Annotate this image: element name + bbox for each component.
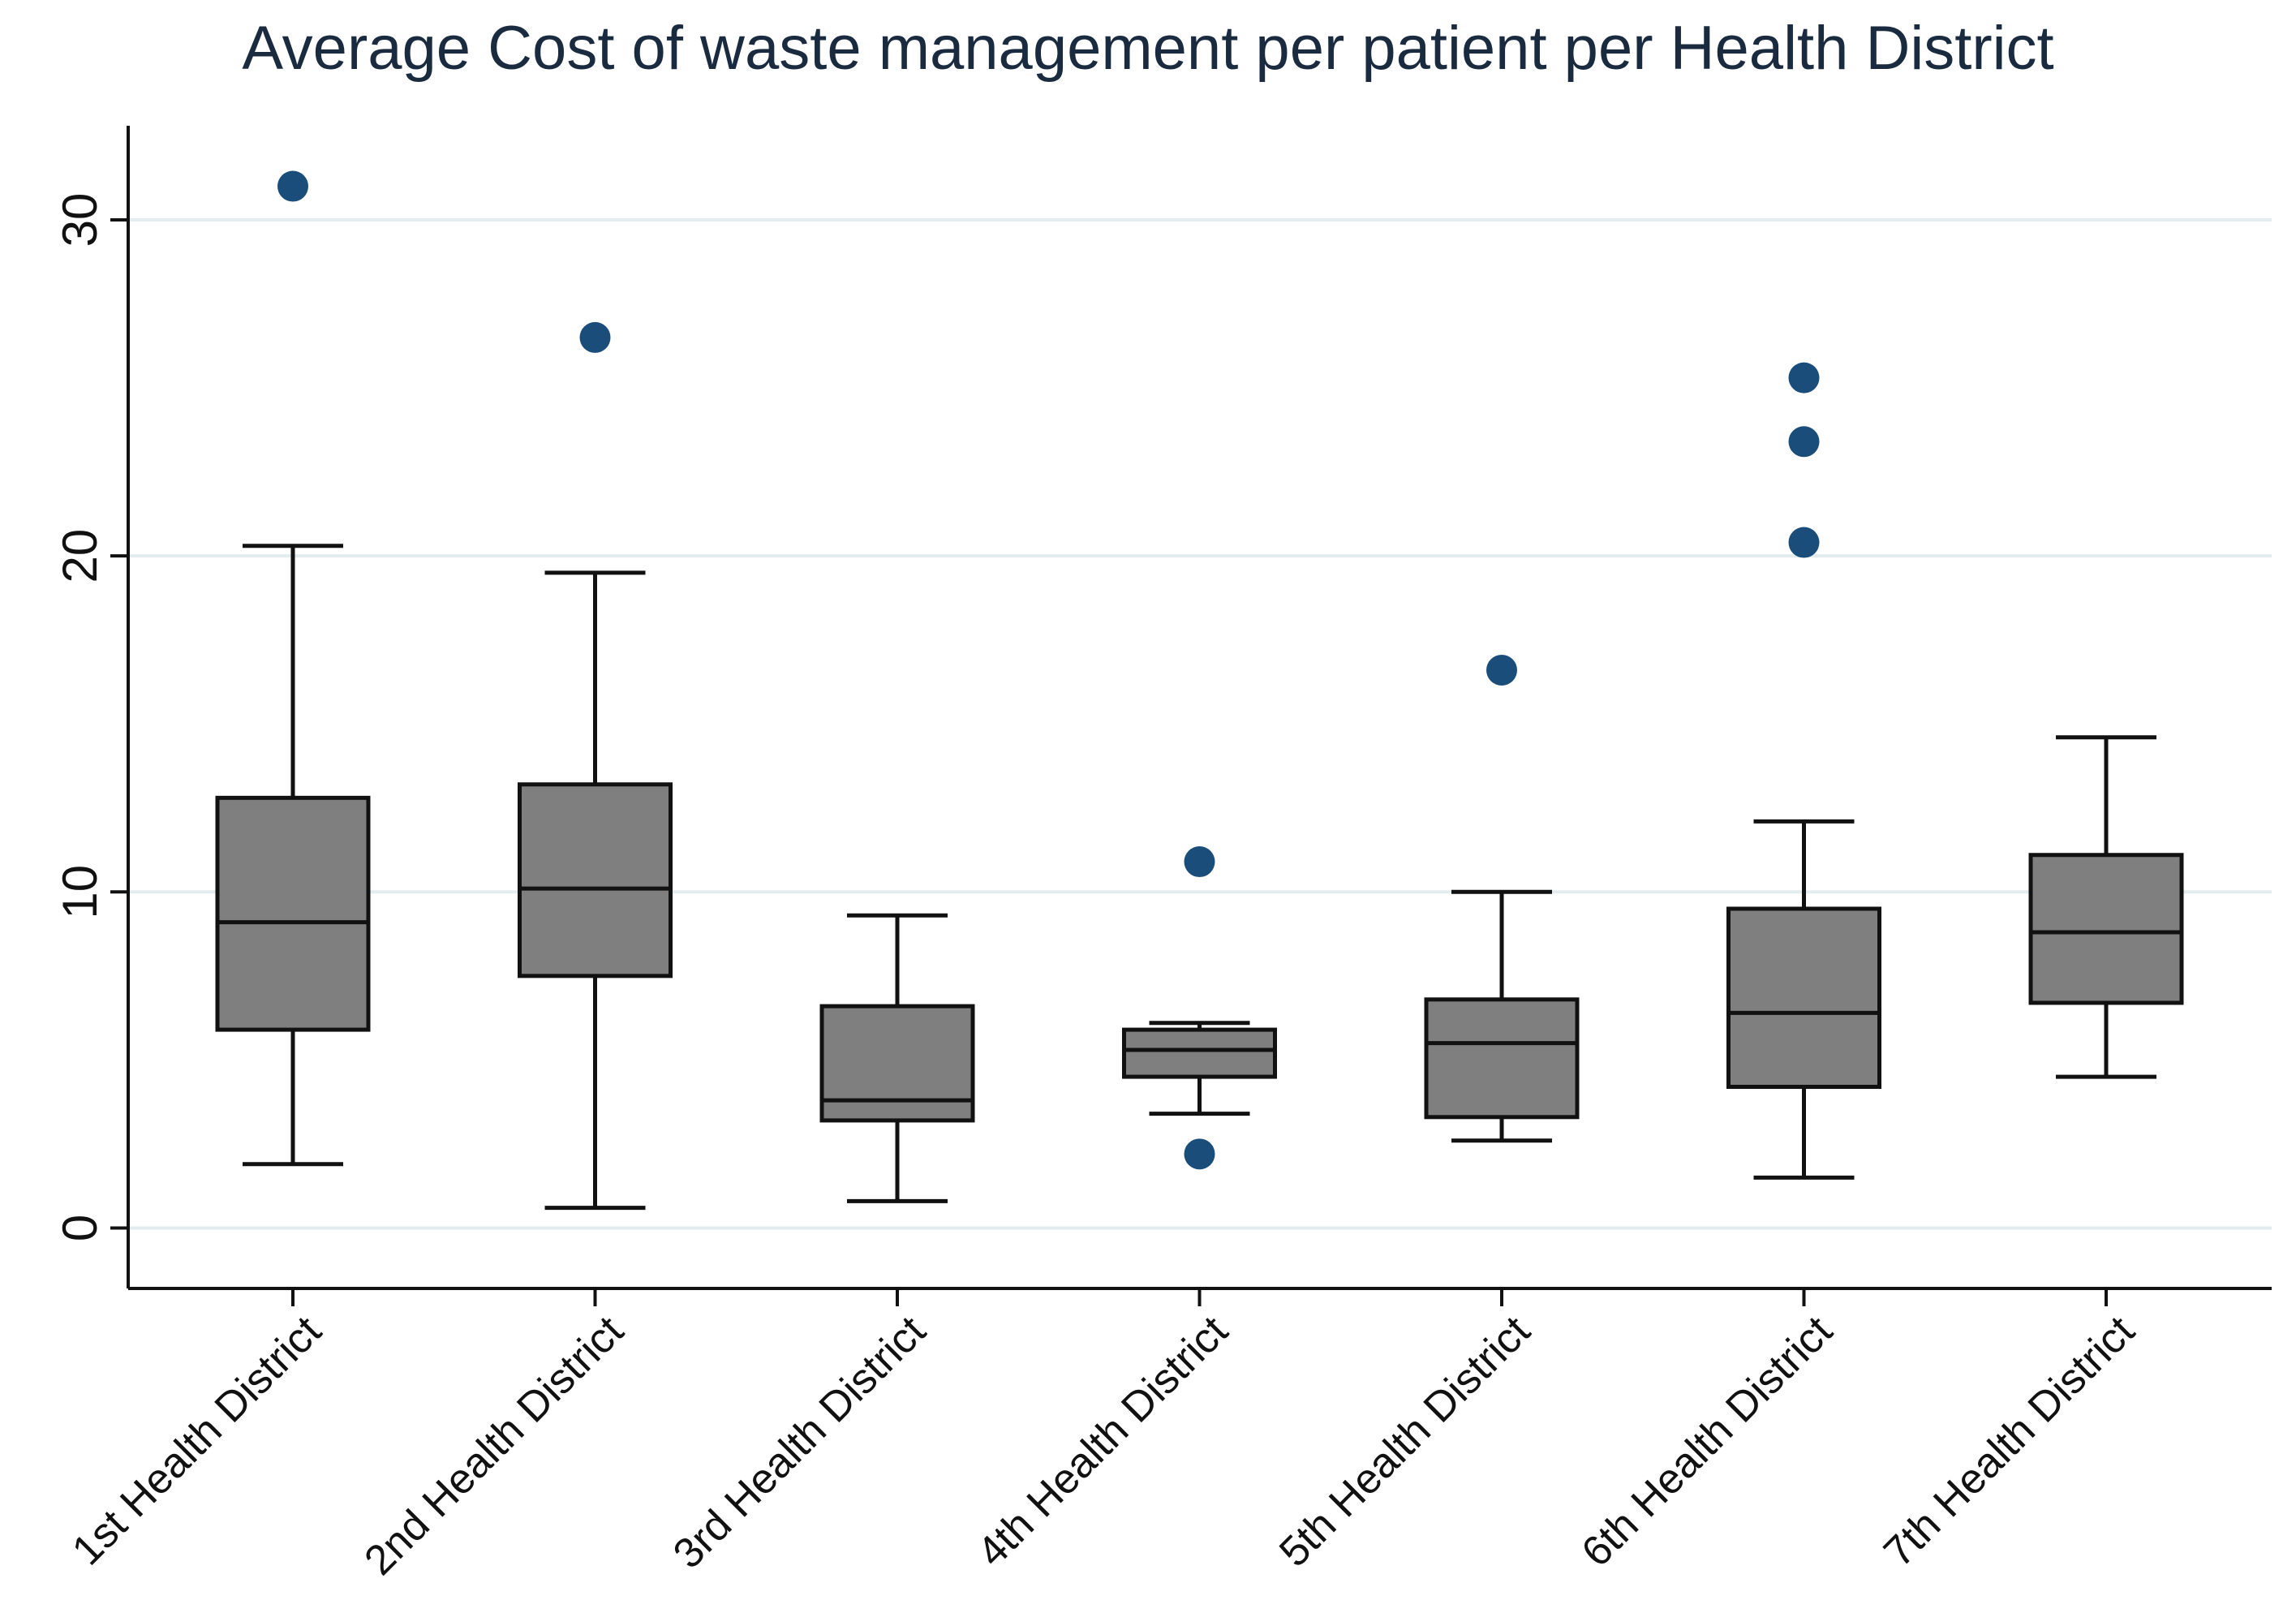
x-tick-label-2: 2nd Health District bbox=[355, 1307, 633, 1585]
x-axis-ticks: 1st Health District 2nd Health District 3r… bbox=[63, 1288, 2144, 1585]
box-group-1 bbox=[215, 170, 371, 1167]
box-group-3 bbox=[819, 913, 975, 1203]
iqr-box bbox=[518, 782, 673, 979]
x-tick-label-5: 5th Health District bbox=[1271, 1307, 1540, 1576]
box-group-5 bbox=[1424, 654, 1580, 1143]
x-tick-label-3: 3rd Health District bbox=[664, 1307, 935, 1578]
box-group-2 bbox=[518, 321, 673, 1211]
iqr-box bbox=[2028, 853, 2184, 1005]
chart-title: Average Cost of waste management per pat… bbox=[242, 14, 2053, 83]
y-tick-label-20: 20 bbox=[53, 529, 107, 583]
y-axis-ticks: 0 10 20 30 bbox=[53, 193, 128, 1241]
outlier-point bbox=[1184, 846, 1215, 878]
outlier-point bbox=[579, 321, 611, 353]
outlier-point bbox=[1788, 362, 1820, 394]
x-tick-label-1: 1st Health District bbox=[63, 1307, 331, 1575]
y-tick-label-0: 0 bbox=[53, 1215, 107, 1241]
iqr-box bbox=[215, 795, 371, 1032]
y-tick-label-10: 10 bbox=[53, 865, 107, 919]
x-tick-label-7: 7th Health District bbox=[1875, 1307, 2144, 1576]
boxes bbox=[215, 170, 2184, 1211]
iqr-box bbox=[1424, 997, 1580, 1120]
outlier-point bbox=[1788, 527, 1820, 558]
box-group-4 bbox=[1122, 846, 1277, 1170]
x-tick-label-4: 4th Health District bbox=[969, 1307, 1238, 1576]
outlier-point bbox=[1486, 654, 1517, 686]
outlier-point bbox=[1788, 426, 1820, 458]
iqr-box bbox=[1726, 906, 1881, 1090]
iqr-box bbox=[819, 1004, 975, 1123]
y-tick-label-30: 30 bbox=[53, 193, 107, 247]
outlier-point bbox=[1184, 1138, 1215, 1170]
x-tick-label-6: 6th Health District bbox=[1573, 1307, 1842, 1576]
iqr-box bbox=[1122, 1027, 1277, 1079]
gridlines bbox=[128, 217, 2272, 1230]
outlier-point bbox=[277, 170, 308, 202]
box-group-7 bbox=[2028, 735, 2184, 1079]
box-group-6 bbox=[1726, 362, 1881, 1180]
